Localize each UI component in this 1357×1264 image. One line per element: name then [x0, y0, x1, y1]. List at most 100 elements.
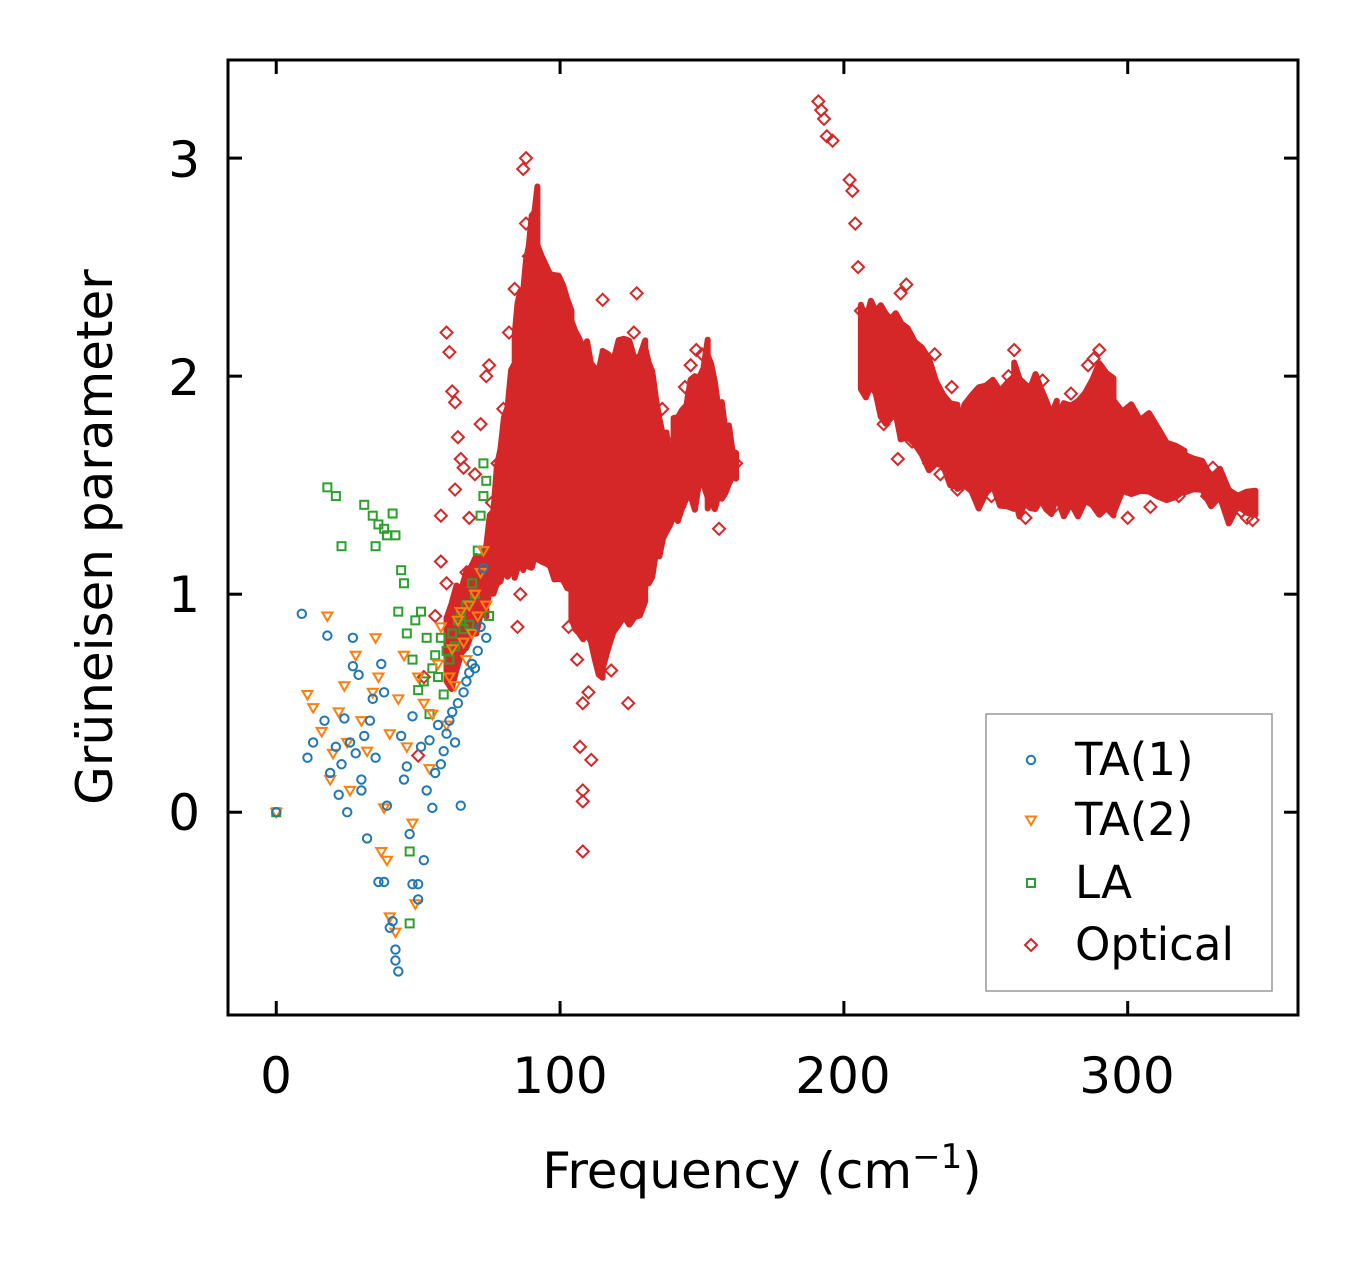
ta1-point-11: [342, 807, 353, 818]
ta1-point-1: [296, 608, 307, 620]
legend-box: [985, 713, 1273, 992]
optical-point-150: [1188, 455, 1204, 471]
ta2-point-44: [468, 589, 482, 602]
ta2-point-11: [348, 650, 363, 663]
optical-point-110: [961, 412, 977, 428]
optical-point-42: [566, 543, 582, 558]
ta2-point-40: [456, 637, 471, 650]
la-point-14: [398, 578, 409, 589]
optical-point-103: [921, 455, 937, 471]
la-point-25: [427, 663, 438, 674]
optical-point-141: [1137, 473, 1153, 489]
optical-point-160: [1245, 512, 1261, 528]
ta2-point-1: [300, 689, 315, 702]
optical-point-43: [569, 652, 585, 668]
optical-point-57: [615, 608, 630, 624]
ta2-point-2: [306, 703, 320, 715]
optical-point-114: [984, 488, 999, 504]
optical-point-140: [1131, 434, 1147, 449]
ta1-point-64: [478, 562, 489, 574]
optical-point-145: [1160, 466, 1175, 482]
la-point-8: [379, 523, 390, 534]
optical-point-94: [876, 416, 892, 432]
ta1-point-39: [407, 711, 418, 722]
ta2-point-14: [365, 687, 380, 700]
ta1-point-53: [447, 706, 458, 718]
optical-band-11: [954, 373, 1018, 512]
optical-point-79: [728, 455, 744, 471]
optical-point-151: [1194, 477, 1209, 493]
optical-point-136: [1108, 451, 1124, 467]
optical-point-68: [666, 434, 682, 449]
ta1-point-45: [424, 735, 435, 746]
optical-point-135: [1103, 488, 1119, 504]
ta1-point-18: [356, 774, 367, 785]
ta2-point-28: [411, 672, 425, 685]
optical-point-109: [955, 445, 971, 460]
la-point-16: [404, 846, 415, 857]
ta2-point-7: [331, 707, 346, 719]
optical-point-51: [586, 564, 602, 580]
ta2-point-26: [405, 818, 420, 831]
optical-point-55: [603, 663, 619, 678]
ta1-point-26: [378, 876, 390, 888]
ta1-point-49: [435, 759, 447, 770]
optical-point-105: [932, 466, 948, 482]
y-tick-label-2: 2: [168, 349, 200, 407]
optical-point-138: [1120, 510, 1136, 526]
la-point-26: [430, 650, 441, 661]
optical-point-144: [1154, 445, 1170, 460]
optical-point-89: [853, 303, 869, 319]
optical-point-124: [1040, 466, 1056, 482]
legend-label-la: LA: [1075, 856, 1132, 909]
optical-point-154: [1211, 466, 1226, 482]
optical-point-100: [904, 434, 920, 449]
optical-point-122: [1029, 407, 1045, 423]
optical-point-52: [589, 445, 605, 460]
ta1-point-12: [344, 737, 356, 748]
optical-point-16: [467, 466, 483, 482]
optical-point-139: [1125, 455, 1141, 471]
optical-point-128: [1063, 386, 1079, 402]
optical-point-35: [538, 412, 554, 428]
legend-marker-optical: [1023, 937, 1039, 953]
optical-point-118: [1006, 342, 1022, 358]
optical-point-117: [1001, 368, 1016, 384]
optical-point-17: [473, 416, 489, 432]
ta1-point-19: [359, 730, 370, 742]
optical-point-19: [481, 357, 497, 373]
optical-point-129: [1069, 477, 1085, 493]
optical-point-116: [995, 423, 1011, 439]
ta1-point-3: [307, 737, 319, 748]
ta1-point-65: [481, 632, 492, 643]
optical-point-38: [552, 434, 568, 449]
optical-point-155: [1216, 482, 1232, 497]
ta1-point-23: [370, 752, 381, 763]
optical-point-146: [1165, 477, 1181, 493]
x-axis-label-main: Frequency (cm: [542, 1142, 912, 1200]
optical-point-45: [575, 695, 591, 711]
optical-point-87: [847, 216, 863, 231]
ta1-point-25: [376, 658, 387, 670]
ta2-point-5: [323, 775, 337, 787]
optical-point-65: [649, 445, 664, 460]
optical-point-92: [867, 373, 883, 388]
optical-point-23: [501, 325, 517, 340]
ta2-point-36: [445, 644, 459, 656]
ta1-point-2: [302, 752, 313, 763]
optical-point-76: [711, 521, 727, 537]
optical-point-70: [677, 379, 693, 395]
optical-point-77: [717, 466, 733, 482]
ta1-point-4: [319, 715, 330, 726]
la-point-31: [444, 654, 455, 665]
ta2-point-18: [377, 803, 391, 815]
ta2-point-19: [380, 855, 394, 868]
optical-point-152: [1199, 488, 1215, 504]
legend-label-optical: Optical: [1075, 918, 1234, 971]
optical-point-120: [1018, 510, 1033, 526]
la-point-22: [418, 676, 429, 687]
optical-point-90: [859, 325, 875, 340]
ta1-point-62: [472, 645, 483, 657]
ta1-point-48: [432, 719, 444, 731]
ta2-point-48: [479, 600, 494, 613]
